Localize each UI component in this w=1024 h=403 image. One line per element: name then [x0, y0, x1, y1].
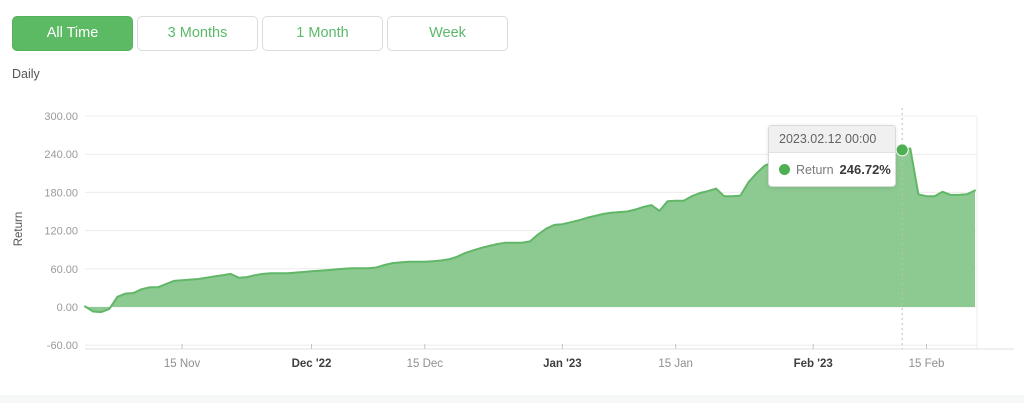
time-range-button-week[interactable]: Week — [387, 16, 508, 51]
tooltip-timestamp: 2023.02.12 00:00 — [769, 126, 895, 153]
bottom-divider — [0, 395, 1024, 403]
time-range-button-all-time[interactable]: All Time — [12, 16, 133, 51]
time-range-button-1-month[interactable]: 1 Month — [262, 16, 383, 51]
time-range-button-3-months[interactable]: 3 Months — [137, 16, 258, 51]
return-area-fill — [85, 148, 975, 313]
x-tick-label: Jan '23 — [543, 358, 582, 370]
tooltip-series-label: Return — [796, 162, 834, 177]
series-marker-dot-icon — [779, 164, 790, 175]
time-range-toolbar: All Time 3 Months 1 Month Week — [12, 16, 508, 51]
x-tick-label: 15 Dec — [407, 358, 444, 370]
tooltip-body: Return 246.72% — [769, 153, 895, 186]
y-tick-label: 240.00 — [44, 149, 78, 161]
tooltip-value: 246.72% — [839, 162, 891, 177]
x-tick-label: Feb '23 — [794, 358, 833, 370]
x-tick-label: 15 Nov — [164, 358, 201, 370]
x-tick-label: 15 Jan — [658, 358, 693, 370]
y-tick-label: 180.00 — [44, 187, 78, 199]
y-tick-label: 300.00 — [44, 111, 78, 123]
x-tick-label: 15 Feb — [909, 358, 945, 370]
y-tick-label: -60.00 — [47, 340, 78, 352]
x-tick-label: Dec '22 — [292, 358, 332, 370]
y-axis-title: Return — [13, 212, 25, 247]
highlight-point-dot — [895, 143, 909, 157]
frequency-label: Daily — [12, 67, 40, 81]
y-tick-label: 120.00 — [44, 226, 78, 238]
y-tick-label: 0.00 — [57, 302, 78, 314]
chart-tooltip: 2023.02.12 00:00 Return 246.72% — [768, 125, 896, 187]
y-tick-label: 60.00 — [50, 264, 78, 276]
